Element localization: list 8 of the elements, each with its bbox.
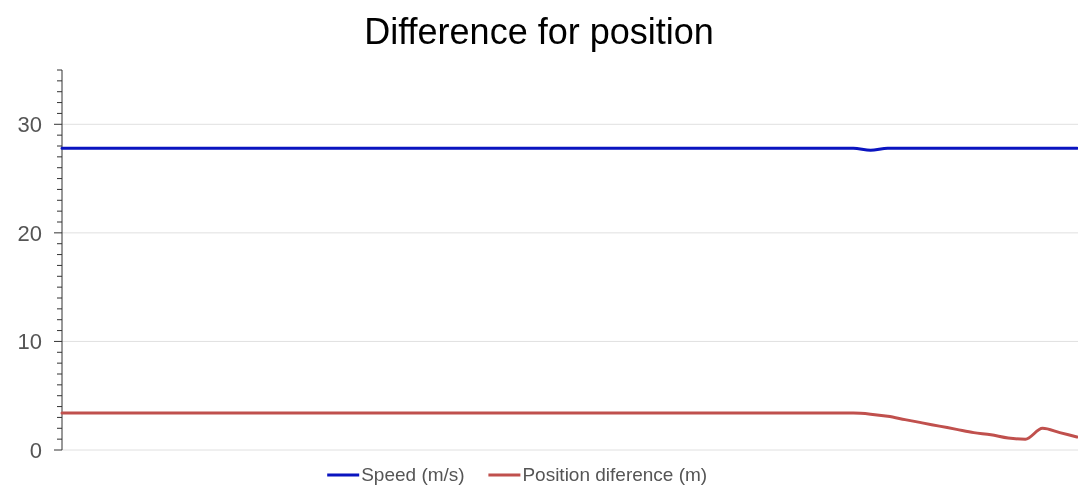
chart-title: Difference for position	[364, 11, 714, 52]
y-tick-label: 0	[29, 437, 42, 463]
legend-label: Position diference (m)	[522, 464, 708, 485]
legend-label: Speed (m/s)	[361, 464, 465, 485]
y-tick-label: 20	[17, 220, 42, 246]
y-tick-label: 10	[17, 329, 42, 355]
y-tick-label: 30	[17, 111, 42, 137]
line-series	[60, 411, 1078, 441]
